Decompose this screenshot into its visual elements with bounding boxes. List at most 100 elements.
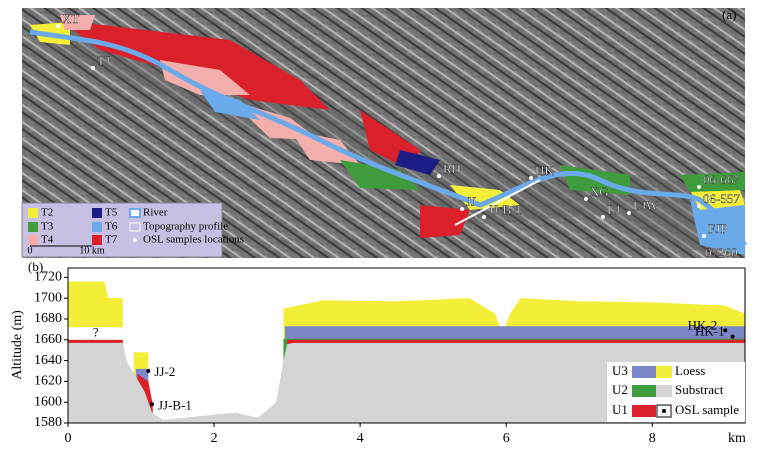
legend-label: U2 <box>612 382 628 397</box>
legend-label: OSL samples locations <box>143 234 244 246</box>
panel-label: (a) <box>722 7 736 22</box>
legend-swatch <box>28 208 38 218</box>
legend-label: Topography profile <box>143 221 228 233</box>
y-tick-label: 1640 <box>34 353 62 368</box>
place-label: HK <box>535 163 554 178</box>
sample-label: JJ-2 <box>154 364 175 379</box>
map-panel: XT TJ RH HK JJ JJ-B-1 XG LJ LJW 06-667 06-557 FJP 07… <box>21 7 748 262</box>
x-tick-label: 4 <box>357 431 364 446</box>
terrace <box>200 90 260 120</box>
place-marker <box>482 215 486 219</box>
profile-chart: ? 1580 1600 1620 1640 1660 1680 1700 1720 0 2 4 6 8 km… <box>10 259 746 446</box>
y-tick-label: 1700 <box>34 290 62 305</box>
place-marker <box>702 234 706 238</box>
osl-sample <box>723 328 728 333</box>
river <box>29 29 748 247</box>
place-label: LJ <box>607 202 620 217</box>
x-tick-label: 2 <box>211 431 218 446</box>
legend-swatch <box>92 222 102 232</box>
terrace <box>160 60 250 95</box>
place-label: RH <box>443 161 461 176</box>
place-marker <box>56 24 60 28</box>
place-marker <box>601 215 605 219</box>
legend-swatch <box>129 208 141 218</box>
legend-swatch <box>92 208 102 218</box>
legend-label: OSL sample <box>675 402 739 417</box>
legend-swatch <box>133 238 137 242</box>
legend-label: River <box>143 207 168 219</box>
place-marker <box>437 174 441 178</box>
legend-label: T5 <box>105 207 118 219</box>
place-label: JJ-B-1 <box>488 202 522 217</box>
legend-swatch <box>129 222 141 232</box>
x-axis-label: km <box>728 431 746 446</box>
plot-frame <box>67 267 746 424</box>
terrace <box>60 15 95 30</box>
legend-label: T3 <box>41 221 54 233</box>
y-tick-label: 1600 <box>34 394 62 409</box>
y-tick-label: 1720 <box>34 270 62 285</box>
y-tick-label: 1620 <box>34 374 62 389</box>
map-legend <box>21 202 223 258</box>
sample-label: HK-2 <box>688 317 718 332</box>
profile-line <box>454 179 541 226</box>
terrace <box>340 160 420 190</box>
place-label: 06-557 <box>703 191 740 206</box>
place-marker <box>697 185 701 189</box>
terrace <box>690 200 745 255</box>
place-label: FJP <box>708 221 728 236</box>
place-label: 07260 <box>705 245 738 260</box>
sample-label: HK-1 <box>695 324 725 339</box>
legend-label: U3 <box>612 363 628 378</box>
scale-label: 0 <box>28 245 33 256</box>
terrace <box>420 205 470 238</box>
legend-swatch <box>656 366 672 378</box>
x-tick-label: 6 <box>503 431 510 446</box>
panel-label: (b) <box>28 259 43 274</box>
legend-swatch <box>632 405 656 417</box>
scale-label: 10 km <box>79 245 105 256</box>
legend-box <box>607 362 745 422</box>
osl-sample <box>146 368 151 373</box>
terrace <box>60 20 330 110</box>
place-marker <box>699 258 703 262</box>
legend-swatch <box>28 222 38 232</box>
layer-area <box>68 342 745 423</box>
terrace <box>450 185 520 210</box>
legend-swatch <box>656 385 672 397</box>
y-tick-label: 1660 <box>34 332 62 347</box>
legend-swatch <box>92 235 102 245</box>
place-marker <box>460 207 464 211</box>
sample-label: JJ-B-1 <box>158 397 192 412</box>
legend-label: T2 <box>41 207 53 219</box>
y-tick-label: 1680 <box>34 311 62 326</box>
y-tick-label: 1580 <box>34 415 62 430</box>
legend-label: T4 <box>41 234 54 246</box>
osl-sample <box>149 402 154 407</box>
place-marker <box>697 204 701 208</box>
osl-sample <box>730 334 735 339</box>
place-marker <box>627 211 631 215</box>
unknown-label: ? <box>93 325 99 340</box>
x-tick-label: 8 <box>649 431 656 446</box>
y-axis-label: Altitude (m) <box>10 310 25 380</box>
legend-swatch <box>662 409 666 413</box>
place-label: XT <box>62 11 79 26</box>
legend-label: Loess <box>675 363 705 378</box>
legend-swatch <box>632 385 656 397</box>
legend-swatch <box>632 366 656 378</box>
place-marker <box>91 66 95 70</box>
unknown-unit <box>68 327 123 340</box>
place-label: JJ <box>466 194 476 209</box>
terrace <box>395 150 440 175</box>
place-marker <box>529 176 533 180</box>
legend-label: U1 <box>612 402 628 417</box>
place-marker <box>584 197 588 201</box>
terrace <box>680 172 745 192</box>
legend-label: Substract <box>675 382 724 397</box>
place-label: XG <box>590 184 609 199</box>
place-label: 06-667 <box>703 172 740 187</box>
legend-label: T7 <box>105 234 118 246</box>
